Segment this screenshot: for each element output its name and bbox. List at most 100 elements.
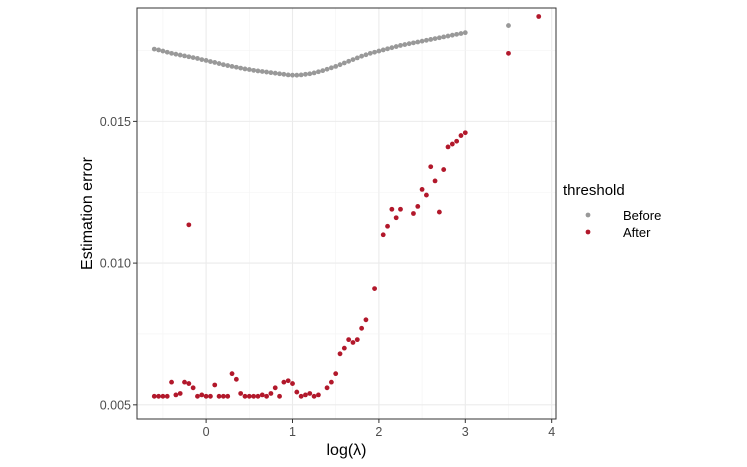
data-point-after (173, 392, 179, 398)
data-point-before (367, 50, 373, 56)
grid-lines (137, 8, 556, 419)
data-point-before (436, 35, 442, 41)
data-point-before (303, 71, 308, 77)
data-point-before (398, 43, 403, 48)
data-point-before (359, 53, 365, 59)
data-point-after (156, 393, 162, 399)
data-point-before (415, 39, 421, 45)
data-point-before (307, 71, 313, 77)
data-point-after (316, 392, 321, 398)
data-point-after (182, 379, 187, 385)
data-point-before (173, 51, 179, 57)
y-axis-title: Estimation error (79, 156, 96, 270)
data-point-before (316, 69, 321, 75)
data-point-before (341, 60, 347, 66)
data-point-after (398, 206, 403, 212)
data-point-after (307, 391, 313, 396)
data-point-before (298, 72, 304, 78)
data-point-before (220, 62, 226, 68)
data-point-after (169, 379, 174, 385)
data-point-after (190, 385, 196, 391)
x-tick-label: 4 (548, 425, 555, 439)
data-point-before (506, 23, 511, 28)
data-point-before (268, 70, 274, 76)
data-point-before (164, 49, 170, 55)
data-point-before (354, 55, 360, 61)
data-point-after (186, 381, 192, 386)
data-point-before (169, 50, 174, 56)
data-point-after (303, 392, 308, 398)
data-point-before (462, 30, 468, 36)
data-point-before (238, 65, 244, 71)
data-point-before (259, 69, 265, 74)
data-point-after (233, 376, 239, 382)
data-point-after (160, 393, 166, 399)
data-point-before (242, 66, 248, 72)
data-point-before (350, 57, 356, 62)
data-point-before (324, 66, 330, 72)
data-point-after (220, 393, 226, 399)
data-point-after (294, 389, 300, 395)
data-point-after (462, 130, 468, 136)
data-point-before (277, 71, 282, 77)
data-point-before (212, 60, 218, 65)
data-point-after (324, 385, 330, 391)
data-point-after (333, 371, 339, 377)
data-point-before (320, 68, 326, 74)
data-point-before (255, 68, 261, 74)
data-point-after (290, 381, 295, 386)
data-point-after (229, 371, 235, 377)
data-points (151, 14, 542, 399)
data-point-before (272, 70, 278, 76)
data-point-after (272, 385, 278, 391)
data-point-after (186, 222, 192, 228)
data-point-before (389, 45, 395, 51)
data-point-after (419, 187, 425, 192)
data-point-before (151, 46, 157, 52)
data-point-after (246, 393, 252, 399)
data-point-before (195, 56, 200, 61)
data-point-after (216, 393, 222, 399)
data-point-after (385, 223, 390, 229)
data-point-before (290, 72, 295, 78)
data-point-before (294, 72, 300, 78)
data-point-after (242, 393, 248, 399)
data-point-before (203, 58, 209, 63)
data-point-after (454, 138, 460, 144)
y-tick-label: 0.010 (100, 257, 131, 271)
data-point-after (458, 133, 464, 138)
data-point-after (380, 232, 386, 238)
data-point-before (376, 48, 382, 54)
data-point-after (268, 391, 274, 396)
data-point-before (281, 71, 287, 77)
data-point-before (186, 54, 192, 60)
data-point-after (449, 141, 455, 147)
data-point-before (441, 34, 447, 40)
data-point-before (311, 70, 317, 76)
data-point-after (424, 192, 429, 198)
data-point-before (264, 69, 269, 75)
data-point-before (449, 32, 455, 38)
data-point-before (380, 47, 386, 53)
legend-key-before (585, 212, 591, 218)
data-point-after (177, 391, 183, 396)
data-point-after (428, 164, 434, 170)
data-point-before (419, 38, 425, 44)
legend-label: Before (623, 208, 661, 223)
data-point-after (195, 393, 200, 399)
x-tick-label: 2 (375, 425, 382, 439)
data-point-before (454, 31, 460, 37)
data-point-after (415, 204, 421, 209)
data-point-before (208, 59, 213, 64)
data-point-after (337, 351, 343, 357)
data-point-after (285, 378, 291, 384)
data-point-before (233, 64, 239, 70)
data-point-after (281, 379, 287, 385)
y-tick-label: 0.015 (100, 115, 131, 129)
data-point-before (458, 31, 464, 36)
data-point-after (354, 337, 360, 343)
data-point-before (372, 49, 377, 55)
data-point-before (445, 33, 451, 39)
data-point-after (212, 382, 218, 388)
